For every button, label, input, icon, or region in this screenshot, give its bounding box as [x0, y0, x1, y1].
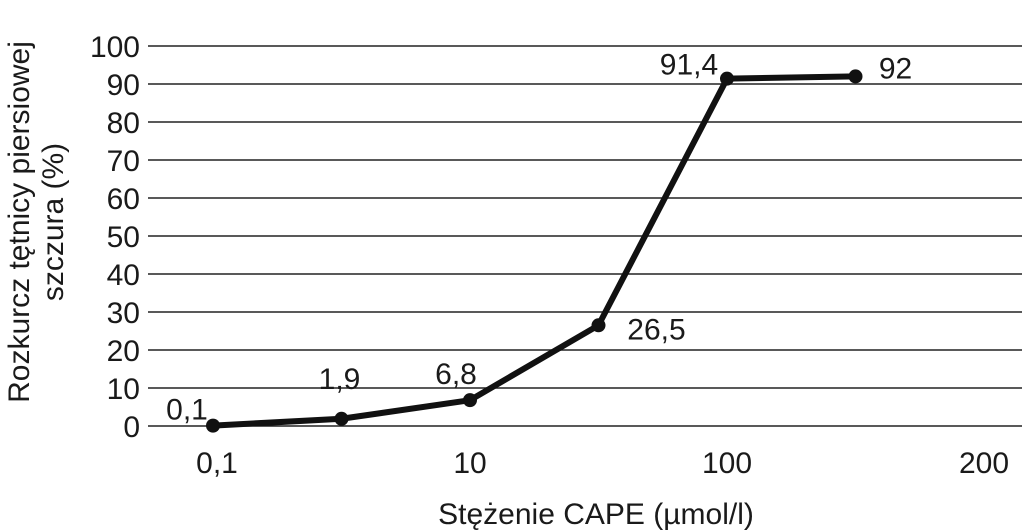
data-label: 0,1 — [166, 394, 208, 427]
gridlines — [148, 45, 1022, 427]
y-tick-label: 40 — [107, 259, 140, 292]
y-axis-title-line-2: szczura (%) — [37, 143, 70, 301]
y-tick-label: 90 — [107, 69, 140, 102]
x-tick-label: 0,1 — [196, 447, 238, 480]
y-tick-label: 30 — [107, 297, 140, 330]
data-label: 26,5 — [627, 313, 685, 346]
x-axis-title: Stężenie CAPE (µmol/l) — [438, 498, 754, 531]
x-tick-label: 100 — [702, 447, 752, 480]
data-labels: 0,1 1,9 6,8 26,5 91,4 92 — [166, 49, 912, 427]
x-tick-label: 10 — [453, 447, 486, 480]
y-tick-label: 70 — [107, 145, 140, 178]
data-point — [463, 393, 477, 408]
series — [206, 69, 863, 433]
data-label: 91,4 — [660, 49, 718, 82]
x-axis-ticks: 0,1 10 100 200 — [196, 447, 1009, 480]
y-axis-title-line-1: Rozkurcz tętnicy piersiowej — [3, 41, 36, 403]
y-tick-label: 100 — [90, 31, 140, 64]
y-tick-label: 0 — [123, 411, 140, 444]
data-label: 1,9 — [319, 363, 361, 396]
data-point — [334, 411, 349, 426]
data-point — [720, 71, 734, 86]
data-label: 92 — [879, 52, 912, 85]
y-axis-ticks: 0 10 20 30 40 50 60 70 80 90 100 — [90, 31, 140, 444]
series-line — [210, 73, 859, 429]
data-label: 6,8 — [435, 358, 477, 391]
data-point — [206, 418, 220, 433]
y-tick-label: 50 — [107, 221, 140, 254]
y-tick-label: 60 — [107, 183, 140, 216]
x-tick-label: 200 — [959, 447, 1009, 480]
y-axis-title-group: Rozkurcz tętnicy piersiowej szczura (%) — [3, 41, 70, 403]
y-tick-label: 20 — [107, 335, 140, 368]
y-tick-label: 80 — [107, 107, 140, 140]
y-tick-label: 10 — [107, 373, 140, 406]
data-point — [591, 318, 606, 333]
data-point — [848, 69, 863, 84]
